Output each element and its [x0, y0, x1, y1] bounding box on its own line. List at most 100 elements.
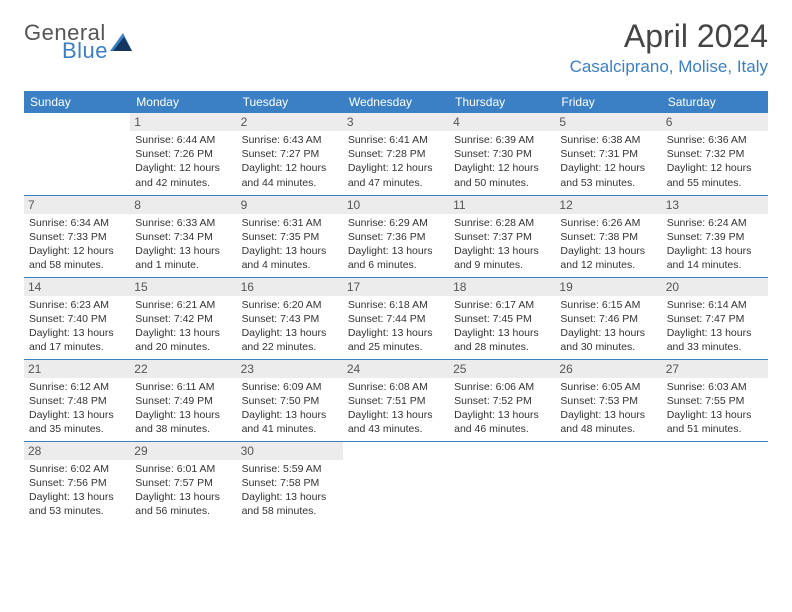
sunrise-label: Sunrise: [29, 299, 68, 311]
day-number: 13 [662, 196, 768, 214]
sunrise-value: 6:11 AM [177, 381, 215, 393]
calendar-cell: 10Sunrise: 6:29 AMSunset: 7:36 PMDayligh… [343, 195, 449, 277]
sunrise-value: 6:01 AM [177, 463, 216, 475]
sunset-value: 7:55 PM [705, 395, 744, 407]
calendar-cell: 9Sunrise: 6:31 AMSunset: 7:35 PMDaylight… [237, 195, 343, 277]
day-number: 2 [237, 113, 343, 131]
daylight-label: Daylight: [667, 327, 708, 339]
day-number: 20 [662, 278, 768, 296]
sunrise-label: Sunrise: [560, 134, 599, 146]
day-details: Sunrise: 6:09 AMSunset: 7:50 PMDaylight:… [241, 380, 339, 437]
calendar-cell: 19Sunrise: 6:15 AMSunset: 7:46 PMDayligh… [555, 277, 661, 359]
day-number: 12 [555, 196, 661, 214]
daylight-label: Daylight: [348, 409, 389, 421]
sunset-label: Sunset: [667, 395, 703, 407]
daylight-label: Daylight: [454, 327, 495, 339]
daylight-label: Daylight: [348, 327, 389, 339]
day-number: 27 [662, 360, 768, 378]
day-details: Sunrise: 6:20 AMSunset: 7:43 PMDaylight:… [241, 298, 339, 355]
sunset-value: 7:40 PM [68, 313, 107, 325]
sunrise-value: 6:08 AM [389, 381, 428, 393]
sunset-value: 7:45 PM [493, 313, 532, 325]
sunset-value: 7:58 PM [280, 477, 319, 489]
sunset-value: 7:26 PM [174, 148, 213, 160]
calendar-cell: 25Sunrise: 6:06 AMSunset: 7:52 PMDayligh… [449, 359, 555, 441]
calendar-cell: 7Sunrise: 6:34 AMSunset: 7:33 PMDaylight… [24, 195, 130, 277]
day-details: Sunrise: 6:34 AMSunset: 7:33 PMDaylight:… [28, 216, 126, 273]
weekday-header: Saturday [662, 91, 768, 113]
daylight-label: Daylight: [242, 409, 283, 421]
day-number: 17 [343, 278, 449, 296]
sunrise-value: 6:17 AM [496, 299, 535, 311]
sunrise-label: Sunrise: [560, 299, 599, 311]
daylight-label: Daylight: [135, 327, 176, 339]
day-details: Sunrise: 6:02 AMSunset: 7:56 PMDaylight:… [28, 462, 126, 519]
day-number: 10 [343, 196, 449, 214]
sunset-value: 7:32 PM [705, 148, 744, 160]
sunrise-label: Sunrise: [348, 299, 387, 311]
sunset-value: 7:44 PM [386, 313, 425, 325]
sunrise-label: Sunrise: [560, 381, 599, 393]
calendar-cell: 6Sunrise: 6:36 AMSunset: 7:32 PMDaylight… [662, 113, 768, 195]
sunrise-label: Sunrise: [667, 217, 706, 229]
calendar-cell [662, 441, 768, 523]
sunset-label: Sunset: [135, 395, 171, 407]
weekday-header: Friday [555, 91, 661, 113]
sunrise-label: Sunrise: [454, 299, 493, 311]
sunrise-label: Sunrise: [560, 217, 599, 229]
day-number: 1 [130, 113, 236, 131]
day-details: Sunrise: 6:39 AMSunset: 7:30 PMDaylight:… [453, 133, 551, 190]
sunset-label: Sunset: [454, 313, 490, 325]
day-number: 28 [24, 442, 130, 460]
sunset-value: 7:37 PM [493, 231, 532, 243]
sunset-value: 7:51 PM [386, 395, 425, 407]
calendar-cell: 28 Sunrise: 6:02 AMSunset: 7:56 PMDayligh… [24, 441, 130, 523]
sunrise-label: Sunrise: [29, 217, 68, 229]
sunrise-value: 6:21 AM [177, 299, 216, 311]
daylight-label: Daylight: [242, 327, 283, 339]
header: General Blue April 2024 Casalciprano, Mo… [24, 18, 768, 77]
sunrise-label: Sunrise: [29, 463, 68, 475]
sunset-value: 7:31 PM [599, 148, 638, 160]
day-details: Sunrise: 6:38 AMSunset: 7:31 PMDaylight:… [559, 133, 657, 190]
daylight-label: Daylight: [348, 162, 389, 174]
calendar-row: 28 Sunrise: 6:02 AMSunset: 7:56 PMDayligh… [24, 441, 768, 523]
calendar-cell: 16Sunrise: 6:20 AMSunset: 7:43 PMDayligh… [237, 277, 343, 359]
daylight-label: Daylight: [667, 162, 708, 174]
sunset-value: 7:46 PM [599, 313, 638, 325]
sunrise-value: 6:28 AM [496, 217, 535, 229]
weekday-header: Monday [130, 91, 236, 113]
day-details: Sunrise: 6:43 AMSunset: 7:27 PMDaylight:… [241, 133, 339, 190]
sunset-label: Sunset: [560, 148, 596, 160]
sunrise-label: Sunrise: [242, 463, 281, 475]
calendar-cell [24, 113, 130, 195]
sunset-value: 7:49 PM [174, 395, 213, 407]
sunset-value: 7:39 PM [705, 231, 744, 243]
sunset-value: 7:38 PM [599, 231, 638, 243]
calendar-cell: 21Sunrise: 6:12 AMSunset: 7:48 PMDayligh… [24, 359, 130, 441]
sunset-value: 7:50 PM [280, 395, 319, 407]
day-details: Sunrise: 6:26 AMSunset: 7:38 PMDaylight:… [559, 216, 657, 273]
daylight-label: Daylight: [135, 162, 176, 174]
sunset-label: Sunset: [135, 477, 171, 489]
sunrise-value: 6:15 AM [602, 299, 641, 311]
calendar-cell: 13Sunrise: 6:24 AMSunset: 7:39 PMDayligh… [662, 195, 768, 277]
sunset-label: Sunset: [242, 477, 278, 489]
daylight-label: Daylight: [29, 245, 70, 257]
day-number: 3 [343, 113, 449, 131]
sunset-value: 7:57 PM [174, 477, 213, 489]
sunset-value: 7:43 PM [280, 313, 319, 325]
sunrise-label: Sunrise: [242, 299, 281, 311]
sunrise-value: 6:14 AM [708, 299, 747, 311]
weekday-header: Wednesday [343, 91, 449, 113]
sunset-label: Sunset: [560, 231, 596, 243]
sunset-label: Sunset: [135, 313, 171, 325]
sunset-label: Sunset: [242, 395, 278, 407]
sunrise-label: Sunrise: [135, 134, 174, 146]
sunset-value: 7:52 PM [493, 395, 532, 407]
day-number: 8 [130, 196, 236, 214]
sunrise-value: 6:02 AM [70, 463, 109, 475]
day-number: 14 [24, 278, 130, 296]
sunset-value: 7:28 PM [386, 148, 425, 160]
daylight-label: Daylight: [29, 327, 70, 339]
